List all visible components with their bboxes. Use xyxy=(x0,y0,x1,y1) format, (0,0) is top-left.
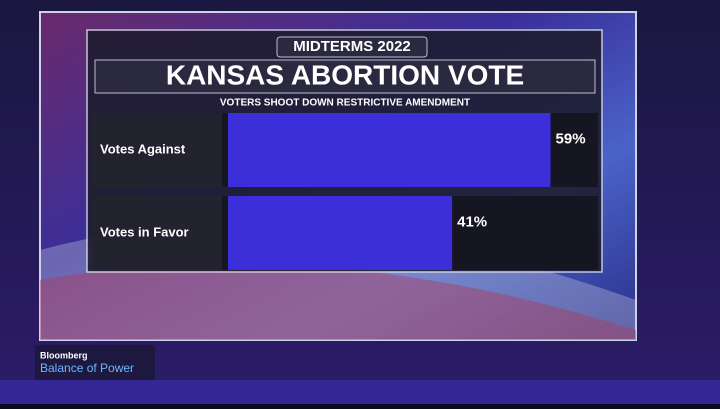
label-cell xyxy=(92,113,222,187)
logo-box xyxy=(35,345,155,380)
category-label: Votes Against xyxy=(100,141,186,156)
title-box xyxy=(94,59,596,94)
value-label: 59% xyxy=(556,131,586,148)
header: MIDTERMS 2022 xyxy=(293,38,411,55)
label-cell xyxy=(92,196,222,270)
chart-subtitle: VOTERS SHOOT DOWN RESTRICTIVE AMENDMENT xyxy=(220,98,470,109)
category-label: Votes in Favor xyxy=(100,224,189,239)
flag-stripe xyxy=(40,263,636,340)
bar xyxy=(228,196,453,270)
network-name: Bloomberg xyxy=(40,350,88,360)
show-name: Balance of Power xyxy=(40,361,134,375)
header-box xyxy=(276,36,428,58)
floor-glow xyxy=(0,380,720,404)
chart-title: KANSAS ABORTION VOTE xyxy=(166,59,524,90)
bar xyxy=(228,113,551,187)
value-label: 41% xyxy=(457,214,487,231)
